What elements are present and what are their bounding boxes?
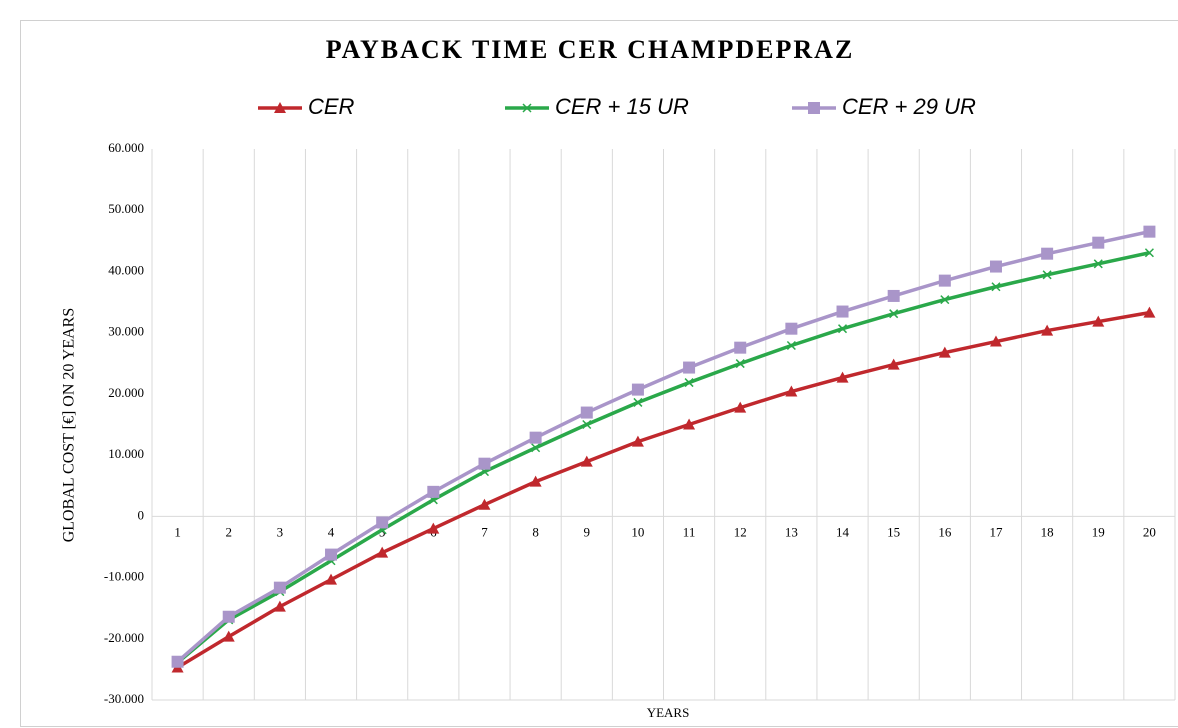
marker: [836, 371, 849, 383]
marker: [1093, 259, 1103, 269]
marker: [938, 346, 951, 358]
marker: [887, 358, 900, 370]
x-tick-label: 10: [631, 524, 644, 539]
marker: [938, 274, 951, 287]
marker: [478, 498, 491, 510]
marker: [837, 324, 848, 334]
marker: [785, 385, 798, 397]
marker: [887, 289, 900, 302]
marker: [273, 581, 286, 594]
marker: [1041, 247, 1054, 260]
x-tick-label: 9: [584, 524, 591, 539]
series-line: [176, 310, 1150, 670]
y-tick-label: 40.000: [108, 262, 144, 277]
x-tick-label: 8: [532, 524, 539, 539]
marker: [529, 431, 542, 444]
marker: [991, 282, 1001, 292]
marker: [684, 378, 694, 388]
x-tick-label: 12: [734, 524, 747, 539]
marker: [735, 359, 745, 369]
y-tick-label: 30.000: [108, 324, 144, 339]
marker: [734, 401, 747, 413]
y-tick-label: 20.000: [108, 385, 144, 400]
y-tick-label: -30.000: [104, 691, 144, 706]
marker: [734, 341, 747, 354]
x-tick-label: 2: [225, 524, 232, 539]
legend-label: CER: [308, 94, 355, 119]
marker: [376, 516, 389, 529]
y-tick-label: 60.000: [108, 140, 144, 155]
y-tick-label: -20.000: [104, 630, 144, 645]
marker: [785, 322, 798, 335]
marker: [325, 548, 338, 561]
marker: [427, 485, 440, 498]
marker: [1042, 270, 1052, 280]
marker: [427, 522, 440, 534]
marker: [222, 610, 235, 623]
marker: [1143, 306, 1156, 318]
marker: [1092, 236, 1105, 249]
legend-marker: [808, 102, 820, 114]
chart-border: [20, 20, 1178, 727]
x-tick-label: 11: [683, 524, 696, 539]
x-tick-label: 1: [174, 524, 181, 539]
x-tick-label: 14: [836, 524, 850, 539]
series-line: [176, 229, 1150, 664]
marker: [376, 546, 389, 558]
marker: [171, 655, 184, 668]
y-tick-label: -10.000: [104, 569, 144, 584]
marker: [580, 406, 593, 419]
x-axis-title: YEARS: [647, 705, 690, 720]
y-axis-title: GLOBAL COST [€] ON 20 YEARS: [61, 308, 78, 543]
x-tick-label: 19: [1092, 524, 1105, 539]
marker: [989, 335, 1002, 347]
marker: [1143, 225, 1156, 238]
x-tick-label: 15: [887, 524, 900, 539]
y-tick-label: 0: [138, 507, 145, 522]
legend-marker: [274, 102, 286, 113]
marker: [531, 443, 541, 453]
x-tick-label: 18: [1041, 524, 1054, 539]
marker: [631, 435, 644, 447]
x-tick-label: 3: [277, 524, 284, 539]
marker: [889, 309, 899, 319]
marker: [325, 573, 338, 585]
marker: [786, 340, 796, 351]
marker: [222, 630, 235, 642]
x-tick-label: 4: [328, 524, 335, 539]
marker: [1041, 324, 1054, 336]
marker: [478, 457, 491, 470]
x-tick-label: 16: [938, 524, 952, 539]
marker: [580, 455, 593, 467]
x-tick-label: 13: [785, 524, 798, 539]
marker: [683, 418, 696, 430]
legend-label: CER + 15 UR: [555, 94, 689, 119]
marker: [273, 600, 286, 612]
y-tick-label: 10.000: [108, 446, 144, 461]
marker: [631, 383, 644, 396]
x-tick-label: 7: [481, 524, 488, 539]
marker: [940, 295, 950, 305]
legend-marker: [522, 103, 532, 113]
x-tick-label: 20: [1143, 524, 1156, 539]
marker: [1092, 315, 1105, 327]
series-line: [176, 251, 1150, 664]
marker: [989, 260, 1002, 273]
chart-title: PAYBACK TIME CER CHAMPDEPRAZ: [326, 35, 855, 64]
x-tick-label: 17: [989, 524, 1003, 539]
y-tick-label: 50.000: [108, 201, 144, 216]
marker: [582, 419, 592, 430]
marker: [683, 361, 696, 374]
marker: [529, 475, 542, 487]
marker: [633, 397, 643, 407]
marker: [836, 305, 849, 318]
marker: [1144, 248, 1154, 258]
legend-label: CER + 29 UR: [842, 94, 976, 119]
